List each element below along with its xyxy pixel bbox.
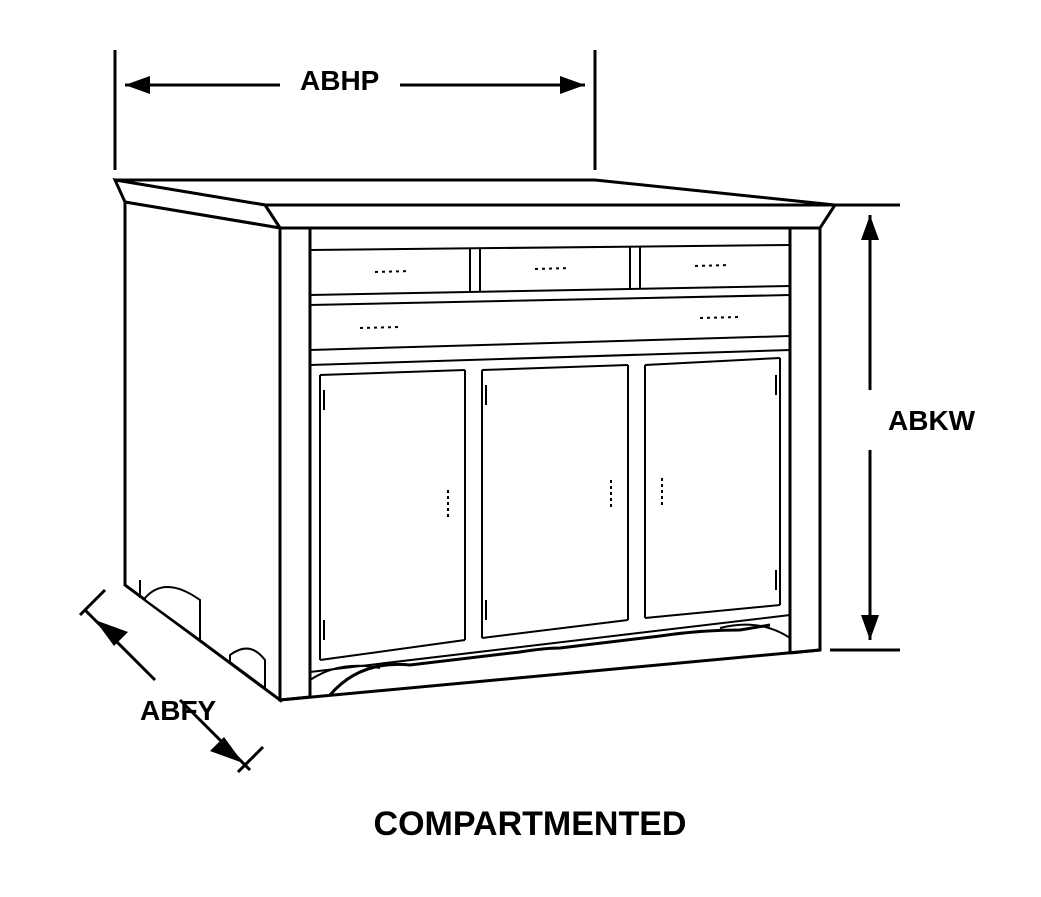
diagram-title: COMPARTMENTED xyxy=(280,805,780,844)
cabinet-drawing xyxy=(0,0,1041,897)
cabinet-side xyxy=(125,202,280,700)
cabinet-front xyxy=(280,228,820,700)
dim-label-depth: ABFY xyxy=(140,695,216,727)
diagram-container: ABHP ABKW ABFY COMPARTMENTED xyxy=(0,0,1041,897)
dim-label-width: ABHP xyxy=(300,65,379,97)
dim-label-height: ABKW xyxy=(888,405,975,437)
